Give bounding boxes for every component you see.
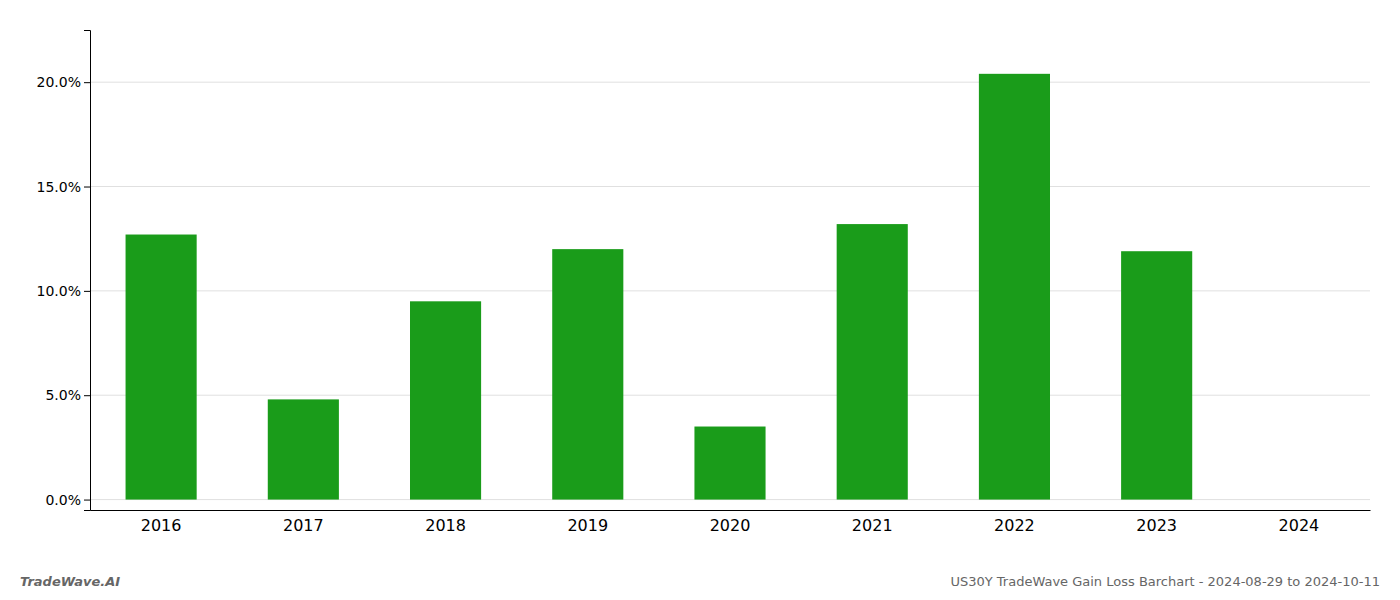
x-tick-label: 2021 [852, 516, 893, 535]
bars [126, 74, 1193, 500]
x-tick: 2019 [567, 516, 608, 535]
x-tick-label: 2023 [1136, 516, 1177, 535]
y-axis-line [84, 31, 91, 511]
x-tick: 2024 [1279, 516, 1320, 535]
bar [552, 249, 623, 499]
bar [268, 399, 339, 499]
bar [126, 235, 197, 500]
y-tick: 15.0% [37, 179, 90, 195]
y-tick-label: 0.0% [45, 492, 81, 508]
y-tick-mark [84, 187, 90, 188]
y-tick-mark [84, 82, 90, 83]
y-tick-label: 15.0% [37, 179, 81, 195]
y-tick: 20.0% [37, 74, 90, 90]
x-tick-label: 2019 [567, 516, 608, 535]
footer-right: US30Y TradeWave Gain Loss Barchart - 202… [950, 574, 1380, 589]
y-tick: 0.0% [45, 492, 90, 508]
y-tick-mark [84, 500, 90, 501]
x-tick: 2017 [283, 516, 324, 535]
grid-line [90, 186, 1370, 187]
x-tick: 2020 [710, 516, 751, 535]
y-tick-label: 10.0% [37, 283, 81, 299]
x-axis: 2016 2017 2018 2019 2020 2021 2022 2023 2024 [91, 511, 1371, 536]
x-tick-label: 2018 [425, 516, 466, 535]
y-tick: 10.0% [37, 283, 90, 299]
footer: TradeWave.AI US30Y TradeWave Gain Loss Ba… [20, 574, 1380, 589]
y-tick-label: 5.0% [45, 387, 81, 403]
plot-area: 0.0%5.0%10.0%15.0%20.0%20162017201820192… [37, 31, 1371, 536]
footer-left: TradeWave.AI [20, 574, 120, 589]
x-tick: 2023 [1136, 516, 1177, 535]
bar [410, 301, 481, 499]
bar [979, 74, 1050, 500]
bar [1121, 251, 1192, 499]
grid-line [90, 82, 1370, 83]
x-tick-label: 2017 [283, 516, 324, 535]
y-tick-mark [84, 291, 90, 292]
x-axis-line [91, 510, 1371, 511]
y-tick-mark [84, 395, 90, 396]
x-tick-label: 2024 [1279, 516, 1320, 535]
x-tick: 2018 [425, 516, 466, 535]
bar [694, 427, 765, 500]
y-tick-label: 20.0% [37, 74, 81, 90]
bar [837, 224, 908, 499]
y-axis: 0.0% 5.0% 10.0% 15.0% 20.0% [37, 31, 91, 511]
grid [90, 82, 1370, 499]
x-tick: 2016 [141, 516, 182, 535]
x-tick: 2022 [994, 516, 1035, 535]
x-tick-label: 2022 [994, 516, 1035, 535]
x-tick: 2021 [852, 516, 893, 535]
y-tick: 5.0% [45, 387, 90, 403]
chart-container: 0.0%5.0%10.0%15.0%20.0%20162017201820192… [0, 0, 1400, 600]
x-tick-label: 2016 [141, 516, 182, 535]
bar [1263, 499, 1334, 500]
chart-svg: 0.0%5.0%10.0%15.0%20.0%20162017201820192… [0, 0, 1400, 600]
x-tick-label: 2020 [710, 516, 751, 535]
